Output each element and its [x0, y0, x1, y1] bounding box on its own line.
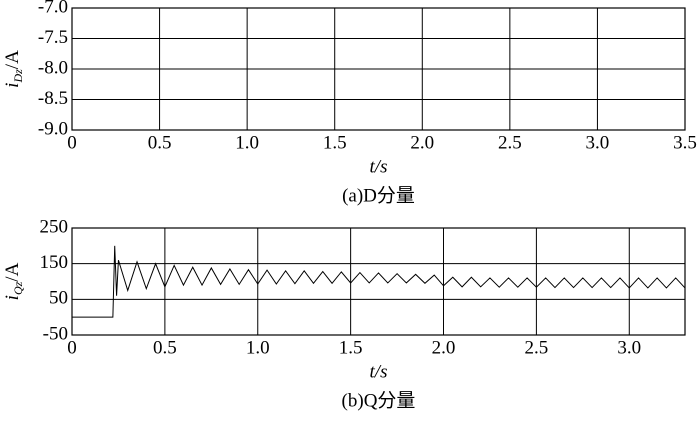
x-axis-label: t/s [370, 361, 388, 382]
y-tick-label: -8.5 [38, 88, 68, 109]
x-tick-label: 3.0 [617, 337, 641, 358]
x-tick-label: 1.0 [246, 337, 270, 358]
x-tick-label: 1.0 [235, 132, 259, 153]
y-tick-label: -9.0 [38, 118, 68, 139]
y-tick-label: 150 [40, 252, 69, 273]
x-tick-label: 0 [67, 132, 77, 153]
plot-frame [71, 227, 686, 336]
caption: (b)Q分量 [342, 389, 416, 411]
x-tick-label: 2.0 [432, 337, 456, 358]
y-tick-label: -8.0 [38, 57, 68, 78]
x-tick-label: 0 [67, 337, 77, 358]
x-axis-label: t/s [370, 156, 388, 177]
y-label-symbol: i [2, 83, 23, 88]
y-tick-label: -50 [43, 323, 68, 344]
x-tick-label: 0.5 [148, 132, 172, 153]
y-label-unit: /A [2, 50, 23, 69]
y-label-symbol: i [2, 295, 23, 300]
x-tick-label: 3.0 [586, 132, 610, 153]
x-tick-label: 3.5 [673, 132, 697, 153]
y-axis-label: iQz/A [2, 262, 24, 300]
y-tick-label: -7.0 [38, 0, 68, 17]
x-tick-label: 2.5 [525, 337, 549, 358]
x-tick-label: 2.5 [498, 132, 522, 153]
caption: (a)D分量 [342, 184, 415, 206]
y-tick-label: 50 [49, 288, 68, 309]
data-line [72, 245, 686, 318]
y-label-unit: /A [2, 262, 23, 281]
plot-frame [71, 7, 686, 131]
y-label-subscript: Qz [11, 281, 25, 295]
x-tick-label: 0.5 [153, 337, 177, 358]
x-tick-label: 1.5 [339, 337, 363, 358]
y-label-subscript: Dz [11, 69, 25, 84]
y-tick-label: -7.5 [38, 27, 68, 48]
y-tick-label: 250 [40, 216, 69, 237]
x-tick-label: 2.0 [410, 132, 434, 153]
x-tick-label: 1.5 [323, 132, 347, 153]
y-axis-label: iDz/A [2, 50, 24, 88]
